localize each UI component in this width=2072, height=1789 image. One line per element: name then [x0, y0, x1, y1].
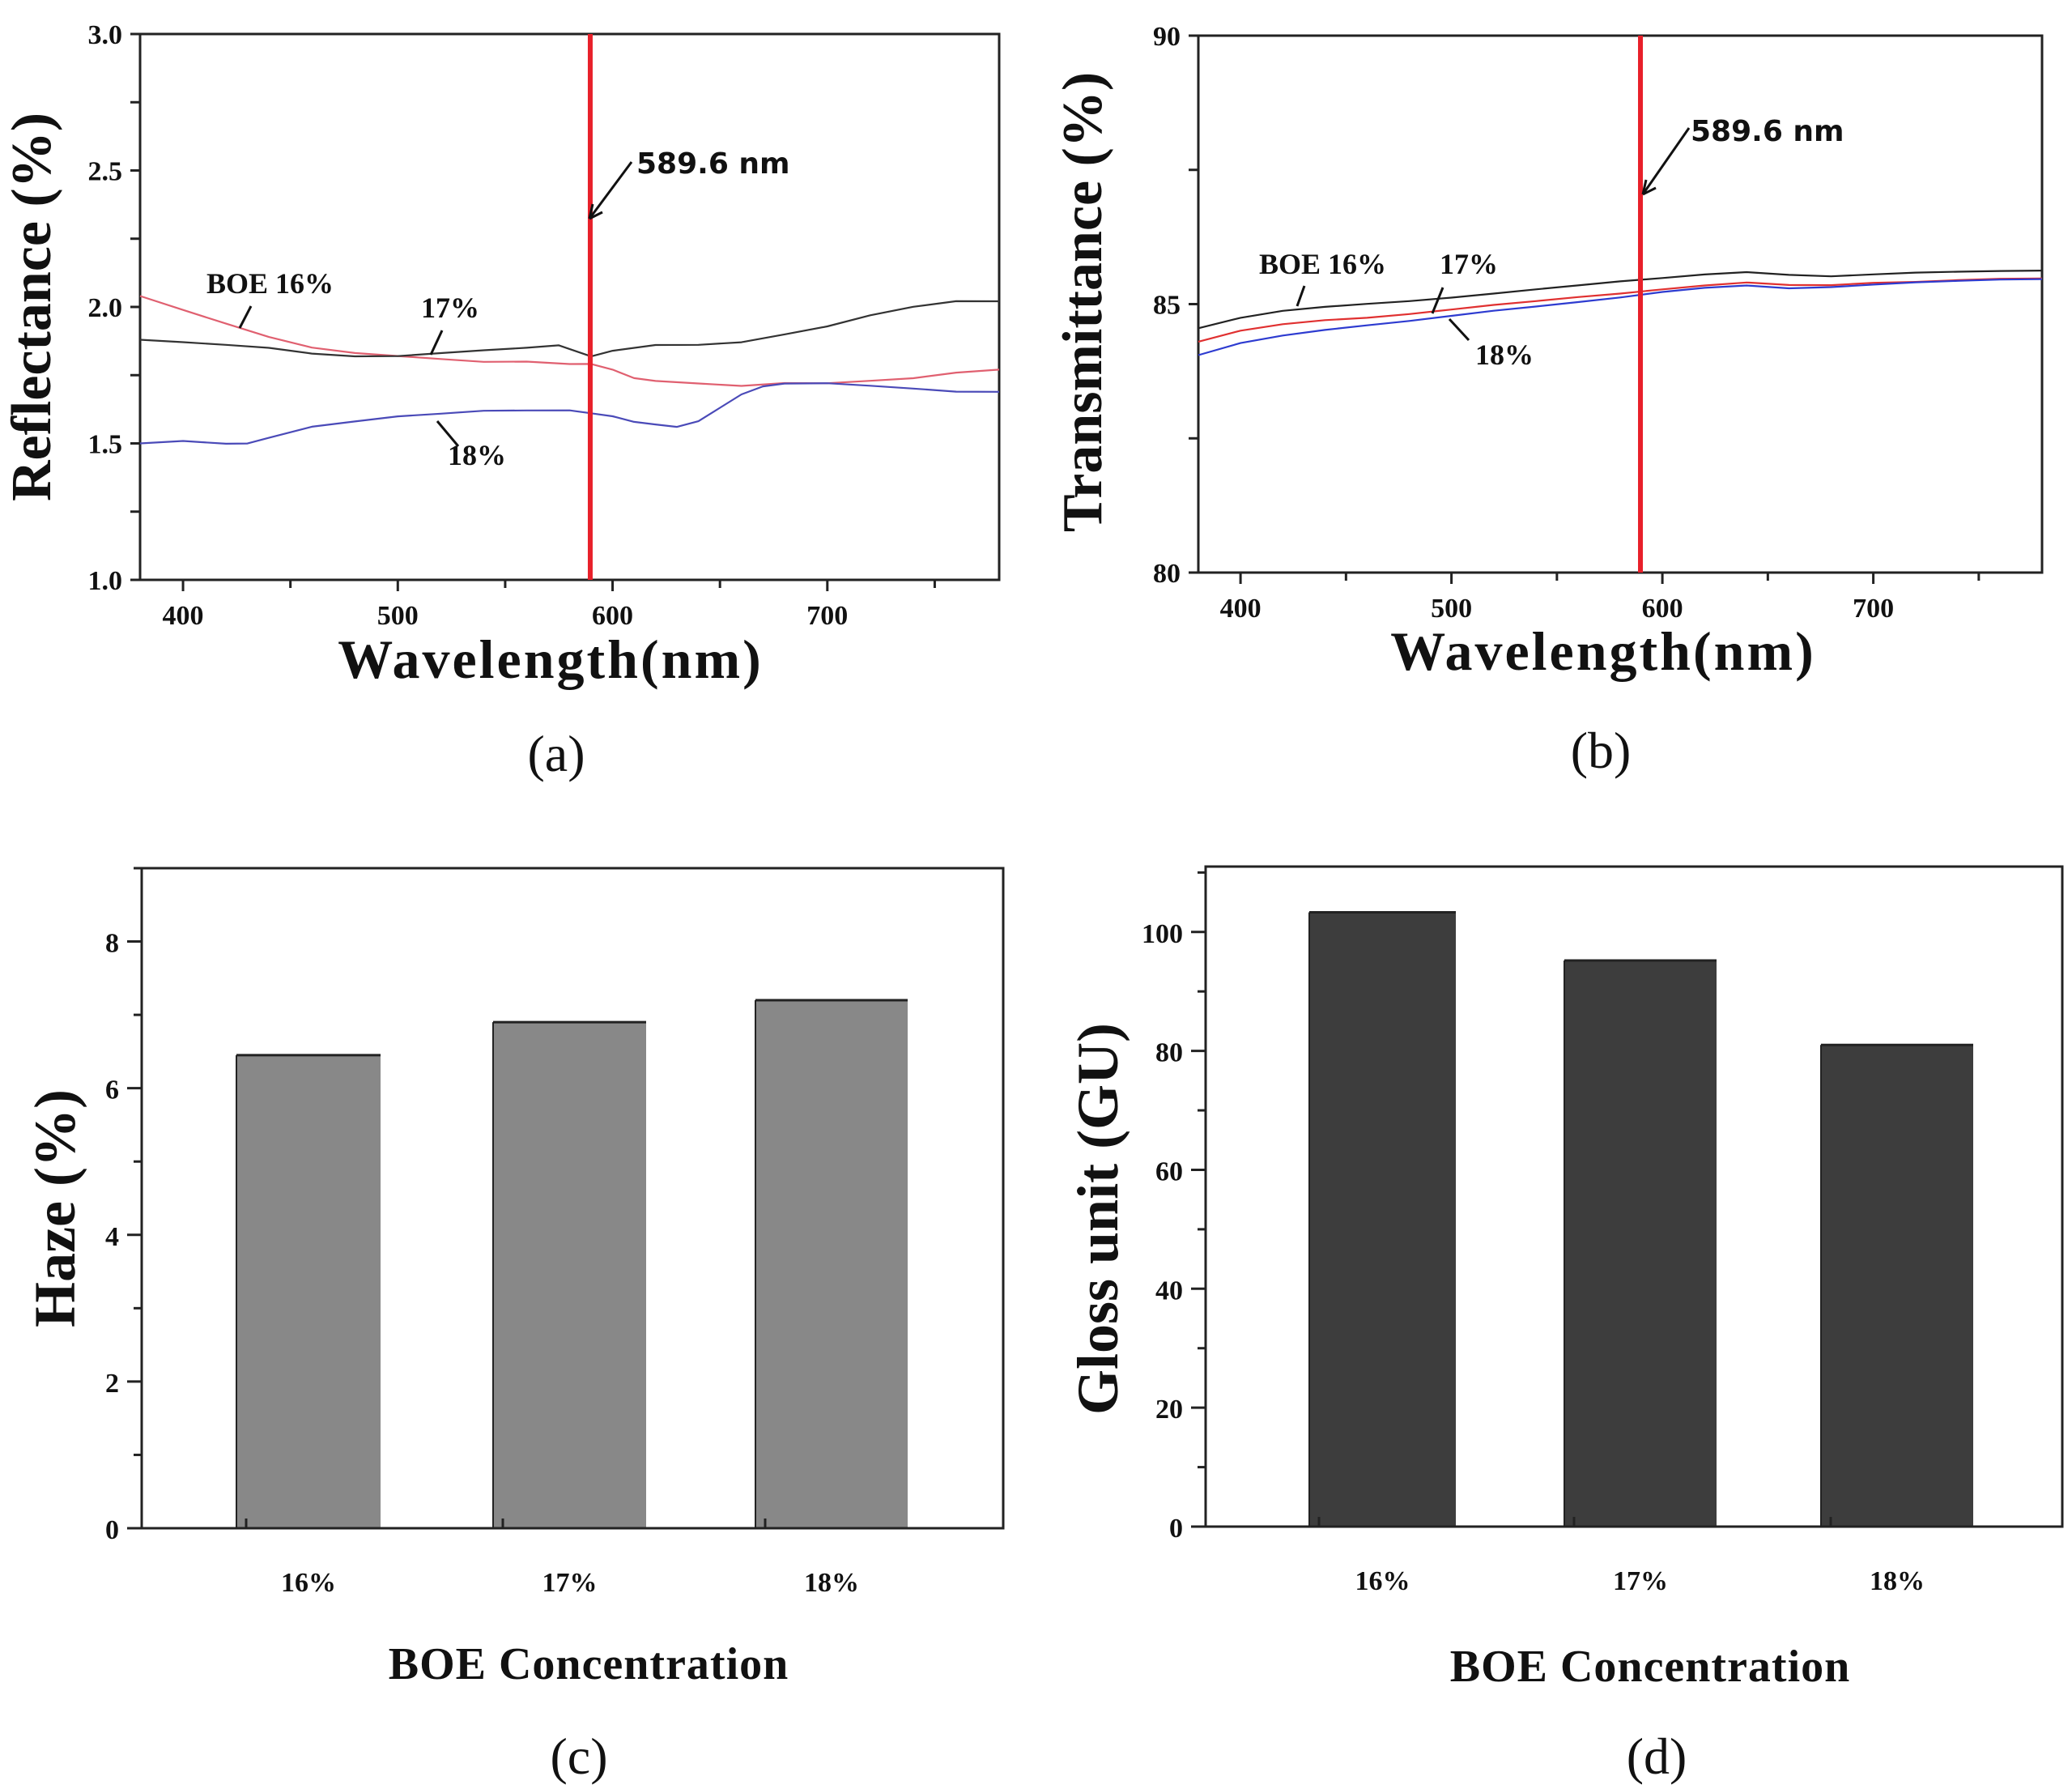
x-axis-title: BOE Concentration [389, 1639, 789, 1689]
x-tick-label: 700 [1853, 594, 1894, 624]
y-tick-label: 60 [1155, 1156, 1183, 1186]
bar-16pct [1309, 912, 1456, 1527]
x-tick-label: 18% [1870, 1566, 1925, 1596]
series-line-16 [139, 295, 1000, 387]
series-annotation: 17% [1440, 248, 1498, 280]
x-axis-title: Wavelength(nm) [1390, 620, 1816, 682]
annotation-pointer [238, 305, 253, 329]
x-tick-label: 400 [163, 601, 204, 631]
bar-18pct [755, 1000, 908, 1528]
x-tick-label: 500 [377, 601, 419, 631]
x-tick-label: 16% [281, 1568, 336, 1598]
y-tick-label: 100 [1142, 919, 1183, 949]
transmittance-chart: Transmittance (%) Wavelength(nm) (b) 400… [1052, 22, 2044, 779]
x-tick-label: 600 [1642, 594, 1683, 624]
annotation-pointer [429, 330, 444, 356]
y-tick-label: 6 [105, 1076, 119, 1105]
y-tick-label: 80 [1155, 1038, 1183, 1068]
plot-frame [140, 867, 1005, 1530]
y-tick-label: 0 [1169, 1514, 1183, 1544]
y-axis-title: Gloss unit (GU) [1066, 1023, 1130, 1415]
marker-annotation: 589.6 nm [636, 147, 790, 181]
series-line-17 [139, 300, 1000, 358]
series-annotation: BOE 16% [206, 267, 334, 300]
panel-caption: (a) [527, 725, 585, 782]
y-tick-label: 20 [1155, 1395, 1183, 1425]
x-axis-title: Wavelength(nm) [338, 628, 764, 690]
y-tick-label: 1.0 [88, 566, 123, 596]
series-line-17 [1198, 277, 2043, 343]
bar-16pct [236, 1054, 381, 1528]
x-tick-label: 16% [1355, 1566, 1410, 1596]
series-annotation: BOE 16% [1259, 248, 1386, 280]
marker-arrow [1641, 127, 1691, 195]
y-axis-title: Haze (%) [23, 1089, 87, 1327]
y-tick-label: 2 [105, 1369, 119, 1399]
y-tick-label: 85 [1153, 291, 1181, 321]
y-tick-label: 8 [105, 929, 119, 959]
bar-17pct [1564, 961, 1717, 1527]
y-tick-label: 3.0 [88, 20, 123, 50]
y-tick-label: 4 [105, 1222, 119, 1252]
series-line-16 [1198, 270, 2043, 330]
y-tick-label: 40 [1155, 1276, 1183, 1306]
y-tick-label: 2.5 [88, 157, 123, 187]
x-tick-label: 500 [1431, 594, 1472, 624]
arrow-head-icon [588, 203, 603, 220]
y-tick-label: 0 [105, 1515, 119, 1545]
bar-17pct [493, 1022, 646, 1528]
y-tick-label: 1.5 [88, 430, 123, 460]
series-annotation: 17% [421, 292, 479, 324]
gloss-chart: Gloss unit (GU) BOE Concentration (d) 16… [1066, 865, 2064, 1785]
annotation-pointer [436, 420, 460, 447]
x-tick-label: 17% [1613, 1566, 1668, 1596]
annotation-pointer [1296, 285, 1306, 307]
series-annotation: 18% [1475, 339, 1534, 371]
arrow-head-icon [1641, 179, 1657, 196]
y-tick-label: 80 [1153, 559, 1181, 589]
x-tick-label: 400 [1220, 594, 1261, 624]
haze-chart: Haze (%) BOE Concentration (c) 16% 17% 18%… [23, 867, 1005, 1785]
panel-caption: (c) [550, 1727, 607, 1785]
y-axis-title: Reflectance (%) [1, 113, 63, 501]
annotation-pointer [1431, 287, 1444, 314]
plot-frame [138, 32, 1001, 581]
x-tick-label: 600 [592, 601, 633, 631]
x-tick-label: 700 [806, 601, 848, 631]
y-axis-title: Transmittance (%) [1052, 72, 1114, 532]
plot-frame [1204, 865, 2064, 1528]
x-tick-label: 18% [804, 1568, 859, 1598]
panel-caption: (b) [1571, 722, 1632, 779]
series-line-18 [1198, 278, 2043, 356]
panel-caption: (d) [1627, 1727, 1687, 1785]
marker-arrow [588, 161, 633, 219]
x-tick-label: 17% [542, 1568, 598, 1598]
plot-frame [1197, 34, 2044, 574]
y-tick-label: 90 [1153, 22, 1181, 52]
annotation-pointer [1448, 317, 1470, 342]
series-line-18 [139, 382, 1000, 445]
bar-18pct [1821, 1045, 1973, 1527]
x-axis-title: BOE Concentration [1450, 1642, 1851, 1692]
reflectance-chart: Reflectance (%) Wavelength(nm) (a) 400 50… [1, 20, 1001, 782]
y-tick-label: 2.0 [88, 293, 123, 323]
marker-annotation: 589.6 nm [1691, 115, 1844, 148]
